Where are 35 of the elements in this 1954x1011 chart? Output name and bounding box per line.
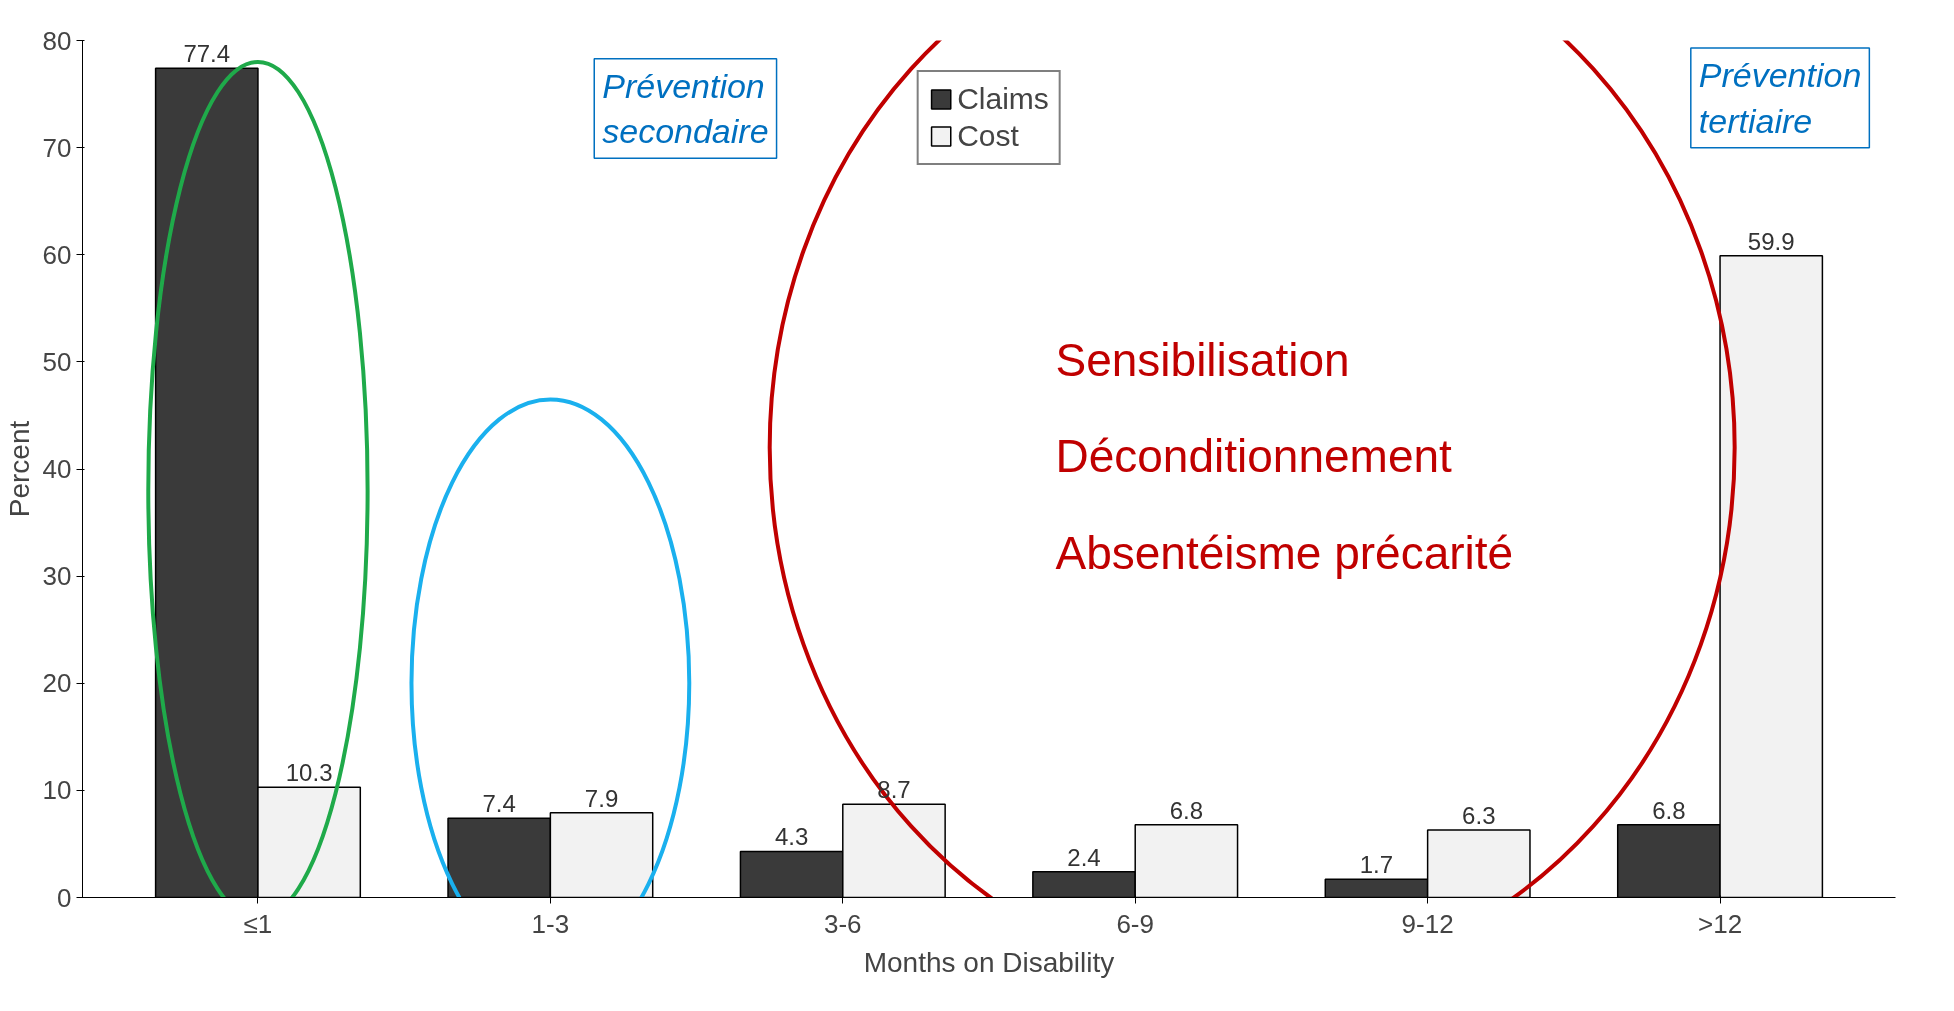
- annotation: Prévention secondaire: [602, 66, 769, 151]
- annotation: Prévention tertiaire: [1698, 56, 1862, 140]
- data-label: 10.3: [285, 759, 333, 787]
- x-tick-label: 9-12: [1401, 908, 1454, 939]
- y-tick-label: 40: [42, 454, 72, 484]
- x-tick-label: ≤1: [243, 908, 273, 939]
- y-axis-title: Percent: [3, 420, 35, 518]
- y-tick-label: 70: [42, 132, 72, 163]
- y-tick-label: 20: [42, 668, 72, 699]
- data-label: 4.3: [774, 823, 809, 851]
- data-label: 77.4: [183, 40, 231, 68]
- data-label: 6.8: [1652, 796, 1686, 824]
- data-label: 6.3: [1462, 802, 1496, 830]
- x-tick-label: 3-6: [824, 908, 862, 939]
- x-tick-label: 1-3: [531, 908, 570, 939]
- y-tick-label: 0: [57, 882, 72, 913]
- y-tick-label: 50: [42, 346, 72, 377]
- y-tick-label: 10: [42, 775, 72, 806]
- annotation: Déconditionnement: [1055, 430, 1453, 483]
- data-label: 2.4: [1067, 843, 1101, 871]
- data-label: 1.7: [1359, 851, 1394, 879]
- legend-label: Claims: [957, 82, 1049, 116]
- y-tick-label: 60: [42, 239, 72, 270]
- data-label: 7.9: [584, 784, 619, 812]
- x-tick-label: 6-9: [1116, 908, 1154, 939]
- legend-label: Cost: [957, 119, 1019, 153]
- data-label: 7.4: [482, 790, 516, 818]
- y-tick-label: 80: [42, 25, 72, 56]
- x-axis-title: Months on Disability: [863, 946, 1115, 978]
- data-label: 59.9: [1747, 227, 1795, 255]
- y-tick-label: 30: [42, 561, 72, 592]
- annotation: Sensibilisation: [1055, 334, 1350, 387]
- x-tick-label: >12: [1698, 908, 1743, 939]
- annotation: Absentéisme précarité: [1055, 526, 1514, 579]
- data-label: 6.8: [1169, 796, 1204, 824]
